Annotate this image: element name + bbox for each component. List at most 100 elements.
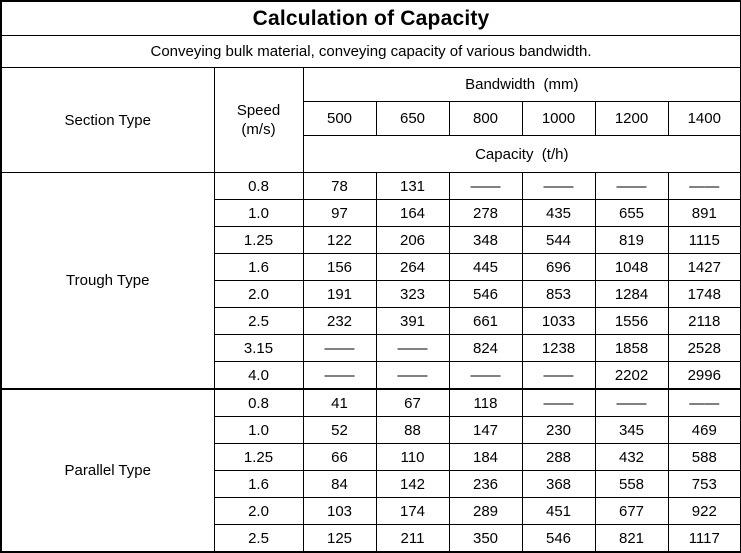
data-row: Trough Type 0.8 78 131 —— —— —— —— <box>0 172 741 390</box>
data-row: 2.0 103 174 289 451 677 922 <box>1 497 741 525</box>
capacity-cell: 546 <box>448 280 523 308</box>
capacity-cell: 1117 <box>667 524 741 553</box>
speed-cell: 1.0 <box>213 416 304 444</box>
capacity-cell: 230 <box>521 416 596 444</box>
speed-cell: 2.5 <box>213 524 304 553</box>
data-row: 1.6 84 142 236 368 558 753 <box>1 470 741 498</box>
capacity-cell: 1115 <box>667 226 741 254</box>
speed-cell: 1.6 <box>213 470 304 498</box>
speed-header-unit: (m/s) <box>241 121 276 138</box>
speed-header: Speed (m/s) <box>213 67 304 173</box>
data-row: 1.6 156 264 445 696 1048 1427 <box>1 253 741 281</box>
capacity-cell: 211 <box>375 524 450 553</box>
capacity-cell: 164 <box>375 199 450 227</box>
capacity-cell: 323 <box>375 280 450 308</box>
capacity-cell: 1748 <box>667 280 741 308</box>
page-subtitle: Conveying bulk material, conveying capac… <box>0 35 741 68</box>
capacity-cell: 2202 <box>594 361 669 390</box>
capacity-cell: 236 <box>448 470 523 498</box>
data-row: 3.15 —— —— 824 1238 1858 2528 <box>1 334 741 362</box>
capacity-cell: 368 <box>521 470 596 498</box>
capacity-cell: —— <box>594 172 669 200</box>
capacity-cell: 288 <box>521 443 596 471</box>
capacity-cell: 1238 <box>521 334 596 362</box>
capacity-cell: —— <box>302 361 377 390</box>
capacity-cell: 142 <box>375 470 450 498</box>
capacity-cell: 391 <box>375 307 450 335</box>
speed-cell: 1.25 <box>213 443 304 471</box>
capacity-cell: 451 <box>521 497 596 525</box>
capacity-cell: 348 <box>448 226 523 254</box>
capacity-cell: 853 <box>521 280 596 308</box>
capacity-header: Capacity (t/h) <box>302 135 741 173</box>
capacity-cell: 2996 <box>667 361 741 390</box>
speed-cell: 1.25 <box>213 226 304 254</box>
bandwidth-value: 800 <box>448 101 523 136</box>
capacity-cell: 345 <box>594 416 669 444</box>
capacity-cell: 558 <box>594 470 669 498</box>
speed-cell: 0.8 <box>213 388 304 417</box>
capacity-cell: —— <box>521 388 596 417</box>
data-row: 1.0 52 88 147 230 345 469 <box>1 416 741 444</box>
capacity-cell: 655 <box>594 199 669 227</box>
capacity-cell: 696 <box>521 253 596 281</box>
capacity-cell: 1048 <box>594 253 669 281</box>
section-type-cell: Trough Type <box>0 172 215 390</box>
capacity-cell: 52 <box>302 416 377 444</box>
capacity-cell: 118 <box>448 388 523 417</box>
data-row: Parallel Type 0.8 41 67 118 —— —— —— <box>0 388 741 553</box>
capacity-cell: —— <box>302 334 377 362</box>
capacity-cell: —— <box>375 334 450 362</box>
capacity-cell: 289 <box>448 497 523 525</box>
capacity-cell: 546 <box>521 524 596 553</box>
bandwidth-value: 650 <box>375 101 450 136</box>
speed-cell: 2.0 <box>213 497 304 525</box>
capacity-cell: 677 <box>594 497 669 525</box>
capacity-cell: 84 <box>302 470 377 498</box>
capacity-cell: 174 <box>375 497 450 525</box>
capacity-cell: 2118 <box>667 307 741 335</box>
capacity-cell: —— <box>521 361 596 390</box>
capacity-cell: 350 <box>448 524 523 553</box>
capacity-cell: 1556 <box>594 307 669 335</box>
capacity-cell: 753 <box>667 470 741 498</box>
capacity-cell: 103 <box>302 497 377 525</box>
capacity-cell: 184 <box>448 443 523 471</box>
speed-cell: 2.5 <box>213 307 304 335</box>
capacity-cell: —— <box>667 172 741 200</box>
data-row: 4.0 —— —— —— —— 2202 2996 <box>1 361 741 390</box>
capacity-cell: 1858 <box>594 334 669 362</box>
capacity-cell: —— <box>448 172 523 200</box>
capacity-cell: 147 <box>448 416 523 444</box>
capacity-cell: 88 <box>375 416 450 444</box>
capacity-cell: 1284 <box>594 280 669 308</box>
header-row-bandwidth-values: 500 650 800 1000 1200 1400 <box>1 101 741 136</box>
capacity-cell: 110 <box>375 443 450 471</box>
capacity-cell: 445 <box>448 253 523 281</box>
section-type-cell: Parallel Type <box>0 388 215 553</box>
capacity-cell: 66 <box>302 443 377 471</box>
capacity-cell: 232 <box>302 307 377 335</box>
capacity-cell: —— <box>521 172 596 200</box>
capacity-cell: 278 <box>448 199 523 227</box>
capacity-cell: 435 <box>521 199 596 227</box>
capacity-cell: 2528 <box>667 334 741 362</box>
capacity-cell: 156 <box>302 253 377 281</box>
speed-cell: 3.15 <box>213 334 304 362</box>
data-row: 1.25 66 110 184 288 432 588 <box>1 443 741 471</box>
speed-cell: 1.6 <box>213 253 304 281</box>
capacity-cell: 264 <box>375 253 450 281</box>
data-row: 2.0 191 323 546 853 1284 1748 <box>1 280 741 308</box>
capacity-cell: 67 <box>375 388 450 417</box>
capacity-cell: 821 <box>594 524 669 553</box>
capacity-cell: 824 <box>448 334 523 362</box>
capacity-cell: 78 <box>302 172 377 200</box>
capacity-cell: 125 <box>302 524 377 553</box>
capacity-cell: 922 <box>667 497 741 525</box>
capacity-cell: 819 <box>594 226 669 254</box>
capacity-cell: 206 <box>375 226 450 254</box>
bandwidth-value: 1200 <box>594 101 669 136</box>
capacity-cell: 122 <box>302 226 377 254</box>
capacity-cell: 191 <box>302 280 377 308</box>
